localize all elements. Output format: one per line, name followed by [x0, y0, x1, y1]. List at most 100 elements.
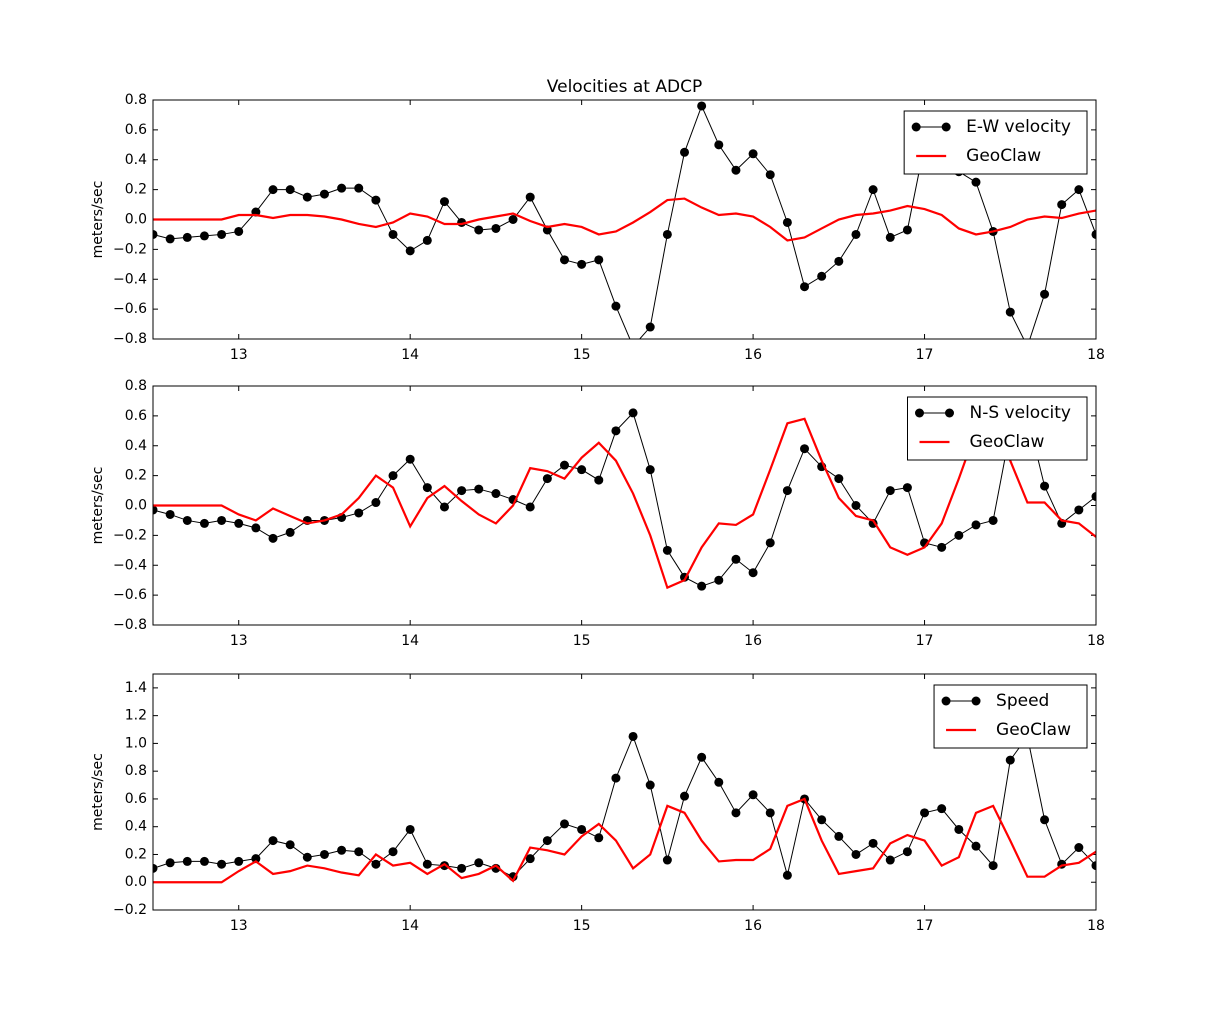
- data-point: [1074, 843, 1084, 853]
- data-point: [542, 225, 552, 235]
- data-point: [525, 854, 535, 864]
- y-axis-label: meters/sec: [90, 181, 106, 259]
- y-axis-label: meters/sec: [90, 753, 106, 831]
- data-point: [371, 195, 381, 205]
- data-point: [748, 568, 758, 578]
- data-point: [319, 189, 329, 199]
- axes-frame: [152, 673, 1097, 911]
- data-point: [954, 530, 964, 540]
- legend-box: [933, 684, 1088, 749]
- data-point: [354, 183, 364, 193]
- data-point: [491, 489, 501, 499]
- legend-box: [907, 396, 1088, 461]
- data-point: [474, 484, 484, 494]
- data-point: [542, 474, 552, 484]
- y-tick-label: 0.4: [125, 438, 147, 454]
- data-point: [577, 465, 587, 475]
- data-point: [388, 229, 398, 239]
- data-point: [937, 804, 947, 814]
- data-point: [251, 854, 261, 864]
- data-point: [457, 486, 467, 496]
- data-point: [182, 856, 192, 866]
- data-point: [885, 232, 895, 242]
- data-point: [645, 780, 655, 790]
- data-point: [165, 234, 175, 244]
- y-tick-label: −0.8: [113, 331, 147, 347]
- data-point: [439, 502, 449, 512]
- data-point: [422, 859, 432, 869]
- x-tick-label: 13: [230, 633, 248, 649]
- data-point: [199, 231, 209, 241]
- x-tick-label: 14: [401, 347, 419, 363]
- data-point: [834, 831, 844, 841]
- data-point: [697, 581, 707, 591]
- y-tick-label: 0.4: [125, 819, 147, 835]
- x-tick-label: 16: [744, 347, 762, 363]
- data-point: [542, 836, 552, 846]
- data-point: [1091, 229, 1096, 239]
- x-tick-label: 18: [1087, 347, 1105, 363]
- data-point: [817, 815, 827, 825]
- data-point: [474, 858, 484, 868]
- data-point: [662, 229, 672, 239]
- data-point: [954, 824, 964, 834]
- data-point: [765, 808, 775, 818]
- data-point: [868, 185, 878, 195]
- data-point: [302, 192, 312, 202]
- data-point: [285, 840, 295, 850]
- data-point: [388, 847, 398, 857]
- data-point: [902, 847, 912, 857]
- data-point: [611, 773, 621, 783]
- y-tick-label: 0.0: [125, 498, 147, 514]
- data-point: [1005, 755, 1015, 765]
- data-point: [645, 322, 655, 332]
- data-point: [491, 223, 501, 233]
- data-point: [594, 475, 604, 485]
- data-point: [1074, 505, 1084, 515]
- data-point: [782, 870, 792, 880]
- y-tick-label: −0.6: [113, 301, 147, 317]
- data-point: [371, 859, 381, 869]
- data-point: [508, 215, 518, 224]
- y-tick-label: −0.8: [113, 617, 147, 633]
- legend-marker: [945, 408, 954, 418]
- data-point: [765, 538, 775, 548]
- data-point: [662, 855, 672, 865]
- data-point: [422, 235, 432, 245]
- x-tick-label: 14: [401, 918, 419, 934]
- data-point: [165, 509, 175, 519]
- legend-marker: [941, 696, 951, 706]
- legend-marker: [911, 122, 921, 132]
- series-line: [153, 797, 1096, 884]
- data-point: [748, 790, 758, 800]
- data-point: [628, 408, 638, 418]
- data-point: [680, 147, 690, 157]
- data-point: [354, 847, 364, 857]
- data-point: [782, 486, 792, 496]
- data-point: [885, 855, 895, 865]
- data-point: [988, 861, 998, 871]
- data-point: [800, 444, 810, 454]
- data-point: [1091, 861, 1096, 871]
- data-point: [217, 229, 227, 239]
- legend-marker: [971, 696, 981, 706]
- axes-frame: [152, 99, 1097, 340]
- data-point: [268, 533, 278, 543]
- y-tick-label: 0.6: [125, 408, 147, 424]
- series-line: [153, 410, 1096, 590]
- data-point: [153, 229, 158, 239]
- data-point: [559, 819, 569, 829]
- data-point: [594, 255, 604, 265]
- data-point: [714, 777, 724, 787]
- y-tick-label: 0.8: [125, 763, 147, 779]
- y-tick-label: 0.0: [125, 212, 147, 228]
- data-point: [577, 259, 587, 269]
- data-point: [680, 791, 690, 801]
- data-point: [1091, 492, 1096, 502]
- x-tick-label: 13: [230, 347, 248, 363]
- x-tick-label: 17: [916, 633, 934, 649]
- data-point: [988, 515, 998, 525]
- data-point: [525, 502, 535, 512]
- data-point: [319, 849, 329, 859]
